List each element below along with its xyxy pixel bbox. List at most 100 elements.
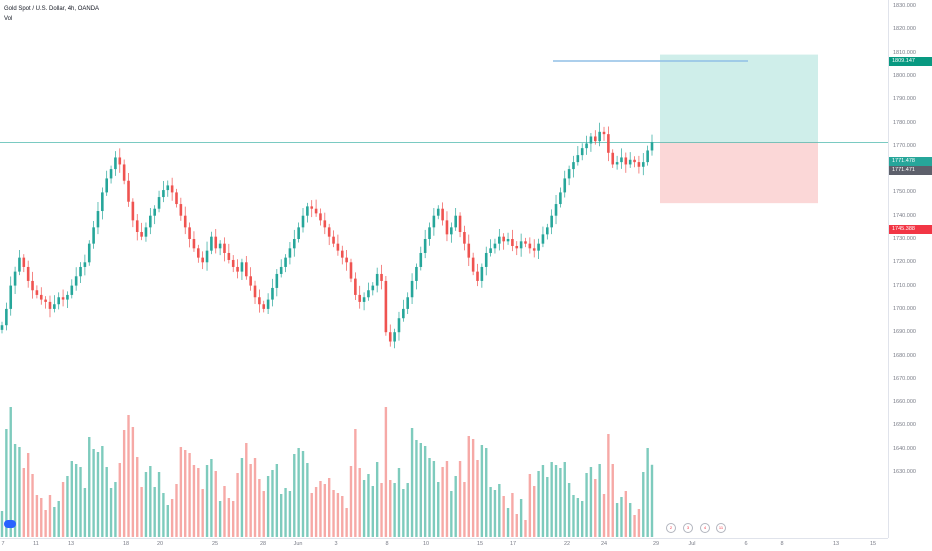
price-axis[interactable]: 1830.000 1820.000 1810.000 1800.000 1790.000… <box>888 0 932 538</box>
candle-body <box>633 159 636 163</box>
candle-body <box>9 285 13 309</box>
price-tick-label: 1740.000 <box>893 212 916 219</box>
candle-body <box>310 206 314 209</box>
candle-body <box>105 178 108 193</box>
volume-bar <box>554 465 558 537</box>
volume-bar <box>35 495 39 537</box>
volume-bar <box>13 444 17 537</box>
volume-bar <box>96 452 100 537</box>
volume-bar <box>188 453 191 537</box>
candle-body <box>170 185 174 193</box>
candle-body <box>650 142 654 151</box>
volume-bar <box>79 467 82 537</box>
volume-bar <box>384 407 388 537</box>
volume-bar <box>367 474 370 537</box>
symbol-title[interactable]: Gold Spot / U.S. Dollar, 4h, OANDA <box>4 6 100 12</box>
candle-body <box>624 157 628 165</box>
candle-body <box>258 297 261 305</box>
volume-bar <box>572 495 575 537</box>
volume-bar <box>633 515 636 537</box>
economic-event-flag-icon[interactable]: 4 <box>700 523 710 533</box>
candle-body <box>122 164 126 181</box>
candle-body <box>205 250 209 263</box>
volume-bar <box>415 440 418 537</box>
volume-bar <box>284 488 287 537</box>
candle-body <box>615 162 619 165</box>
volume-bar <box>585 473 588 537</box>
volume-bar <box>48 495 52 537</box>
economic-event-flag-icon[interactable]: 11 <box>716 523 726 533</box>
time-axis[interactable]: 7 11 13 18 20 25 28 Jun 3 8 10 15 17 22 24 29 Jul 6 8 13 15 <box>0 538 888 551</box>
candle-body <box>231 259 235 267</box>
candle-body <box>637 162 641 167</box>
volume-bar <box>306 463 309 537</box>
cloud-icon[interactable] <box>4 520 16 528</box>
candle-body <box>354 278 357 295</box>
candle-body <box>39 294 43 300</box>
candle-body <box>53 304 56 309</box>
candle-body <box>153 208 156 216</box>
candle-body <box>279 266 283 274</box>
volume-bar <box>602 494 606 537</box>
candle-body <box>646 150 649 163</box>
volume-bar <box>288 491 292 537</box>
entry-price-label: 1771.478 <box>889 157 932 166</box>
candle-body <box>572 162 575 170</box>
volume-bar <box>57 501 60 537</box>
volume-bar <box>31 474 34 537</box>
candle-body <box>275 273 279 288</box>
candle-body <box>31 280 34 291</box>
candle-body <box>585 143 588 149</box>
volume-bar <box>467 436 470 537</box>
candle-body <box>458 215 462 233</box>
volume-bar <box>166 505 169 537</box>
volume-bar <box>397 468 401 537</box>
economic-event-flag-icon[interactable]: 2 <box>666 523 676 533</box>
volume-bar <box>293 454 296 537</box>
candle-body <box>109 169 113 179</box>
candle-body <box>131 201 135 221</box>
candle-body <box>371 285 375 291</box>
candle-body <box>201 257 204 263</box>
volume-bar <box>5 429 8 537</box>
candle-body <box>402 308 405 319</box>
chart-pane[interactable]: Gold Spot / U.S. Dollar, 4h, OANDA Vol 2… <box>0 0 888 538</box>
economic-event-flag-icon[interactable]: 3 <box>683 523 693 533</box>
candle-body <box>18 257 21 272</box>
volume-bar <box>197 468 200 537</box>
time-tick-label: 6 <box>744 541 748 547</box>
candle-body <box>498 236 501 244</box>
candle-body <box>384 280 388 333</box>
price-chart-canvas[interactable] <box>0 0 888 538</box>
volume-bar <box>480 445 484 537</box>
chart-legend: Gold Spot / U.S. Dollar, 4h, OANDA Vol <box>4 4 99 24</box>
volume-bar <box>624 491 628 537</box>
volume-bar <box>637 509 641 537</box>
price-tick-label: 1770.000 <box>893 142 916 149</box>
volume-bar <box>109 488 113 537</box>
volume-indicator-label[interactable]: Vol <box>4 16 13 22</box>
volume-bar <box>297 448 300 537</box>
volume-bar <box>375 462 379 537</box>
volume-bar <box>131 427 135 537</box>
volume-bar <box>393 483 396 537</box>
volume-bar <box>218 501 222 537</box>
volume-bar <box>345 508 348 537</box>
candle-body <box>598 131 601 142</box>
volume-bar <box>70 461 73 537</box>
volume-bar <box>18 447 21 537</box>
candle-body <box>602 131 606 135</box>
candle-body <box>432 215 436 228</box>
volume-bar <box>327 478 331 537</box>
candle-body <box>26 266 30 281</box>
candle-body <box>406 297 410 309</box>
candle-body <box>515 245 519 249</box>
volume-bar <box>354 429 357 537</box>
volume-bar <box>506 508 510 537</box>
candle-body <box>92 227 95 244</box>
time-tick-label: 13 <box>832 541 840 547</box>
last-price-label: 1771.471 <box>889 166 932 175</box>
candle-body <box>183 215 187 228</box>
stop-zone <box>660 142 818 204</box>
volume-bar <box>476 460 479 537</box>
